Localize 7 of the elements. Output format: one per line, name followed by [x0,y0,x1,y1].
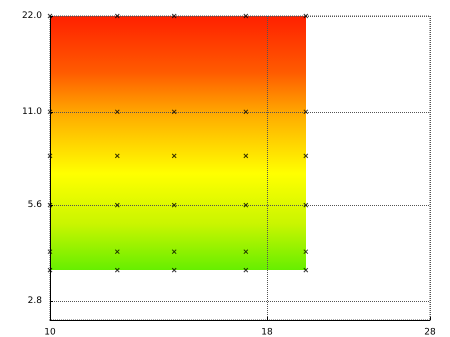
y-tick-label: 11.0 [22,106,42,117]
y-tick-label: 22.0 [22,11,42,21]
y-tick-label: 5.6 [28,200,42,210]
x-tick-label: 28 [424,328,436,337]
x-tick-label: 10 [44,328,56,337]
x-tick-label: 18 [261,328,273,337]
y-tick-label: 2.8 [28,296,42,306]
